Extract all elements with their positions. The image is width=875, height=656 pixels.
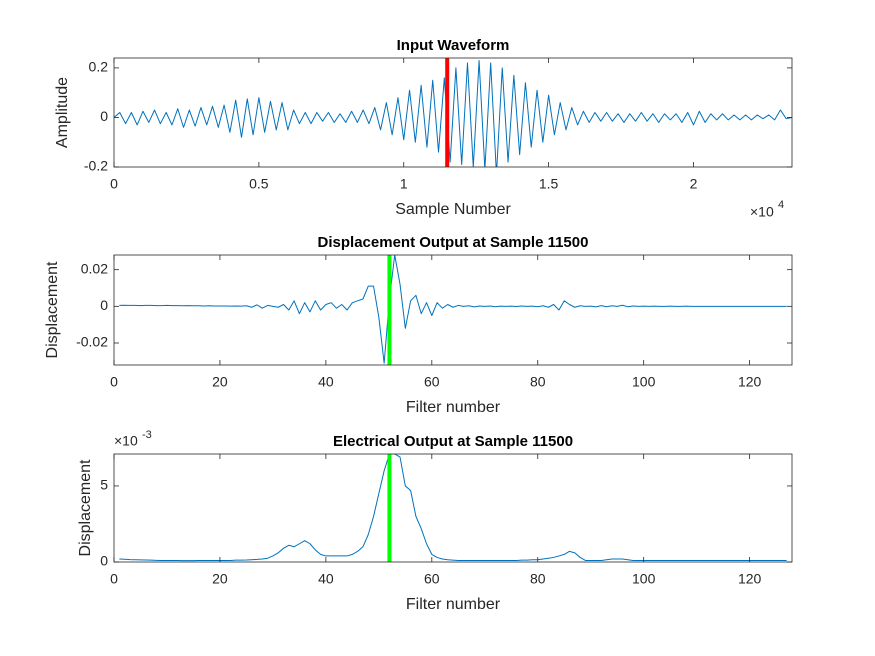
y-tick-label: 5 [100,477,108,493]
axes-box [113,453,793,563]
x-tick-label: 120 [738,571,762,587]
x-axis-label: Filter number [406,596,501,613]
x-exponent-power: 4 [778,199,784,211]
y-tick-label: 0 [100,108,108,124]
x-tick-label: 0 [110,176,118,192]
x-exponent-base: ×10 [750,204,774,220]
plot-area [119,454,787,562]
y-tick-label: 0 [100,553,108,569]
x-tick-label: 100 [632,571,656,587]
y-tick-label: 0 [100,297,108,313]
y-axis-label: Amplitude [54,77,71,148]
axes-background [114,454,792,562]
x-tick-label: 0 [110,374,118,390]
y-tick-label: 0.2 [89,59,109,75]
chart-title: Input Waveform [397,37,510,54]
y-tick-label: 0.02 [81,260,108,276]
x-tick-label: 80 [530,374,546,390]
data-line [119,454,787,562]
x-tick-label: 80 [530,571,546,587]
y-exponent-power: -3 [142,429,152,441]
y-axis-label: Displacement [77,459,94,556]
axes-box [113,254,793,366]
chart-title: Electrical Output at Sample 11500 [333,433,573,450]
x-tick-label: 0 [110,571,118,587]
x-tick-label: 100 [632,374,656,390]
y-axis-label: Displacement [44,261,61,358]
plot-area [114,58,792,167]
y-tick-label: -0.02 [76,334,108,350]
x-tick-label: 1 [400,176,408,192]
plot-area [119,255,787,365]
x-tick-label: 120 [738,374,762,390]
x-tick-label: 20 [212,374,228,390]
x-tick-label: 60 [424,571,440,587]
x-tick-label: 0.5 [249,176,269,192]
x-axis-label: Sample Number [395,201,511,218]
x-tick-label: 60 [424,374,440,390]
x-tick-label: 40 [318,374,334,390]
y-tick-label: -0.2 [84,158,108,174]
axes-box [113,57,793,168]
x-tick-label: 40 [318,571,334,587]
x-tick-label: 20 [212,571,228,587]
x-axis-label: Filter number [406,399,501,416]
data-line [119,255,787,364]
y-exponent-base: ×10 [114,433,138,449]
chart-title: Displacement Output at Sample 11500 [318,234,589,251]
data-line [114,59,792,167]
axes-background [114,255,792,365]
x-tick-label: 1.5 [539,176,559,192]
x-tick-label: 2 [690,176,698,192]
